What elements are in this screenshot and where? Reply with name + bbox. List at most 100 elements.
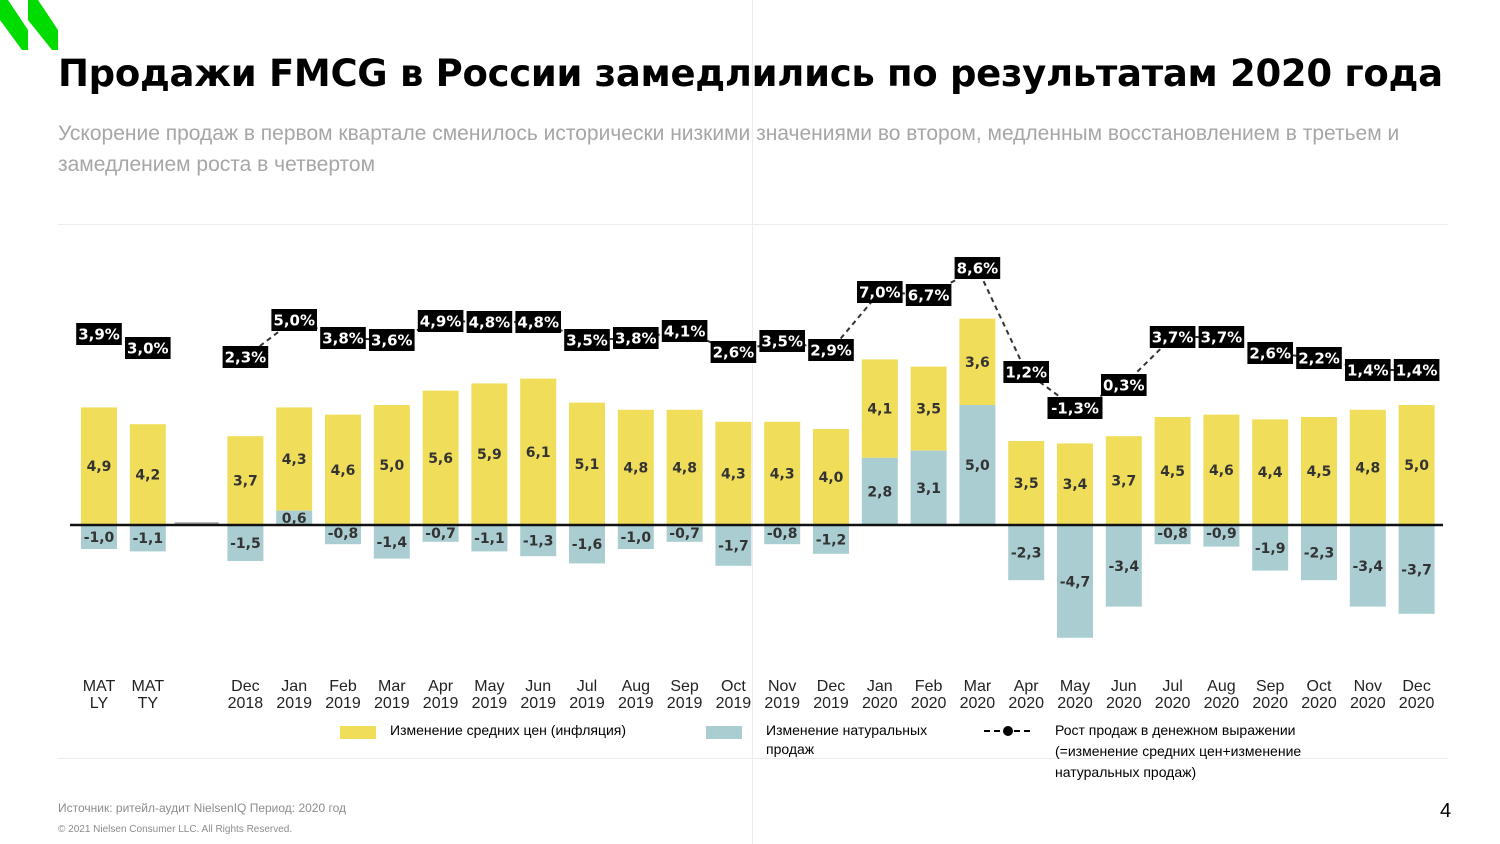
bar-volume-21 — [1105, 525, 1142, 607]
x-tick-label-10-bottom: 2019 — [569, 695, 605, 712]
x-tick-label-4-top: Jan — [281, 678, 307, 695]
total-label-24: 2,6% — [1249, 345, 1291, 363]
x-tick-label-0-bottom: LY — [90, 695, 109, 712]
bar-volume-22 — [1154, 525, 1191, 545]
label-volume-5: -0,8 — [328, 526, 359, 542]
label-volume-22: -0,8 — [1157, 526, 1188, 542]
label-volume-12: -0,7 — [669, 526, 700, 542]
background-vertical-line — [752, 0, 753, 844]
label-inflation-11: 4,8 — [623, 460, 648, 476]
x-tick-label-10-top: Jul — [577, 678, 597, 695]
total-label-box-0 — [76, 323, 122, 345]
total-label-box-22 — [1149, 326, 1196, 348]
legend-total-marker — [1003, 726, 1013, 736]
x-tick-label-26-bottom: 2020 — [1350, 695, 1386, 712]
total-label-11: 3,8% — [615, 330, 657, 348]
x-tick-label-5-bottom: 2019 — [325, 695, 361, 712]
x-tick-label-16-top: Jan — [867, 678, 893, 695]
total-label-1: 3,0% — [127, 340, 169, 358]
label-inflation-16: 4,1 — [867, 402, 892, 418]
bar-inflation-13 — [715, 421, 752, 525]
total-label-box-19 — [1003, 361, 1049, 383]
bar-inflation-16 — [861, 359, 898, 458]
total-label-12: 4,1% — [664, 323, 706, 341]
legend-label-inflation: Изменение средних цен (инфляция) — [390, 722, 627, 738]
total-label-box-16 — [857, 281, 903, 303]
label-inflation-6: 5,0 — [379, 458, 404, 474]
label-volume-11: -1,0 — [620, 530, 651, 546]
bar-volume-14 — [764, 525, 801, 545]
bar-inflation-5 — [325, 414, 361, 525]
x-tick-label-27-top: Dec — [1402, 678, 1430, 695]
total-label-23: 3,7% — [1201, 329, 1243, 347]
brand-logo-stroke-2 — [28, 0, 58, 50]
x-tick-label-27-bottom: 2020 — [1399, 695, 1435, 712]
total-label-box-27 — [1393, 359, 1440, 381]
label-inflation-27: 5,0 — [1404, 458, 1429, 474]
label-inflation-23: 4,6 — [1209, 463, 1234, 479]
bar-inflation-25 — [1301, 417, 1337, 525]
bar-inflation-18 — [959, 318, 996, 405]
x-tick-label-16-bottom: 2020 — [862, 695, 898, 712]
label-volume-16: 2,8 — [867, 484, 892, 500]
total-label-7: 4,9% — [420, 313, 462, 331]
total-label-box-23 — [1198, 326, 1245, 348]
x-tick-label-4-bottom: 2019 — [276, 695, 312, 712]
brand-logo-stroke-1 — [0, 0, 28, 50]
label-volume-23: -0,9 — [1206, 526, 1237, 542]
total-label-box-1 — [125, 337, 171, 359]
bar-volume-1 — [129, 525, 166, 552]
total-label-box-20 — [1047, 397, 1103, 419]
x-tick-label-18-top: Mar — [964, 678, 992, 695]
label-volume-1: -1,1 — [132, 531, 163, 547]
legend-swatch-volume — [706, 726, 742, 739]
x-tick-label-22-bottom: 2020 — [1155, 695, 1191, 712]
x-tick-label-19-bottom: 2020 — [1008, 695, 1044, 712]
total-label-18: 8,6% — [957, 260, 999, 278]
total-label-27: 1,4% — [1396, 362, 1438, 380]
x-tick-label-17-top: Feb — [915, 678, 943, 695]
legend-label-volume-line2: продаж — [766, 741, 815, 757]
total-label-16: 7,0% — [859, 284, 901, 302]
total-label-box-24 — [1247, 342, 1293, 364]
total-label-17: 6,7% — [908, 287, 950, 305]
bar-inflation-27 — [1398, 405, 1435, 525]
label-inflation-19: 3,5 — [1014, 476, 1039, 492]
total-label-box-4 — [271, 309, 317, 331]
x-tick-label-3-top: Dec — [231, 678, 259, 695]
page-number: 4 — [1440, 800, 1452, 822]
bar-inflation-14 — [764, 421, 801, 525]
label-inflation-18: 3,6 — [965, 355, 990, 371]
total-label-box-8 — [466, 311, 513, 333]
label-volume-7: -0,7 — [425, 526, 456, 542]
legend-swatch-inflation — [340, 726, 376, 739]
total-label-box-9 — [515, 311, 561, 333]
x-tick-label-20-bottom: 2020 — [1057, 695, 1093, 712]
bar-inflation-21 — [1105, 436, 1142, 525]
total-label-box-21 — [1101, 374, 1147, 396]
x-tick-label-17-bottom: 2020 — [911, 695, 947, 712]
legend-label-total-line1: Рост продаж в денежном выражении — [1055, 722, 1296, 738]
label-inflation-10: 5,1 — [575, 457, 600, 473]
label-volume-26: -3,4 — [1352, 559, 1383, 575]
bar-inflation-1 — [129, 424, 166, 525]
total-label-box-10 — [564, 329, 610, 351]
label-volume-21: -3,4 — [1108, 559, 1139, 575]
label-volume-19: -2,3 — [1011, 546, 1042, 562]
bar-volume-20 — [1057, 525, 1093, 638]
label-inflation-0: 4,9 — [87, 459, 112, 475]
x-tick-label-8-bottom: 2019 — [472, 695, 508, 712]
legend-swatch-total — [984, 726, 1032, 736]
label-inflation-12: 4,8 — [672, 460, 697, 476]
total-label-10: 3,5% — [566, 332, 608, 350]
label-volume-9: -1,3 — [523, 534, 554, 550]
bar-inflation-20 — [1057, 443, 1093, 525]
x-tick-label-24-top: Sep — [1256, 678, 1285, 695]
total-label-5: 3,8% — [322, 330, 364, 348]
x-tick-label-21-bottom: 2020 — [1106, 695, 1142, 712]
bar-inflation-22 — [1154, 417, 1191, 525]
x-tick-label-9-bottom: 2019 — [520, 695, 556, 712]
bar-volume-9 — [520, 525, 557, 557]
x-tick-label-11-bottom: 2019 — [618, 695, 654, 712]
